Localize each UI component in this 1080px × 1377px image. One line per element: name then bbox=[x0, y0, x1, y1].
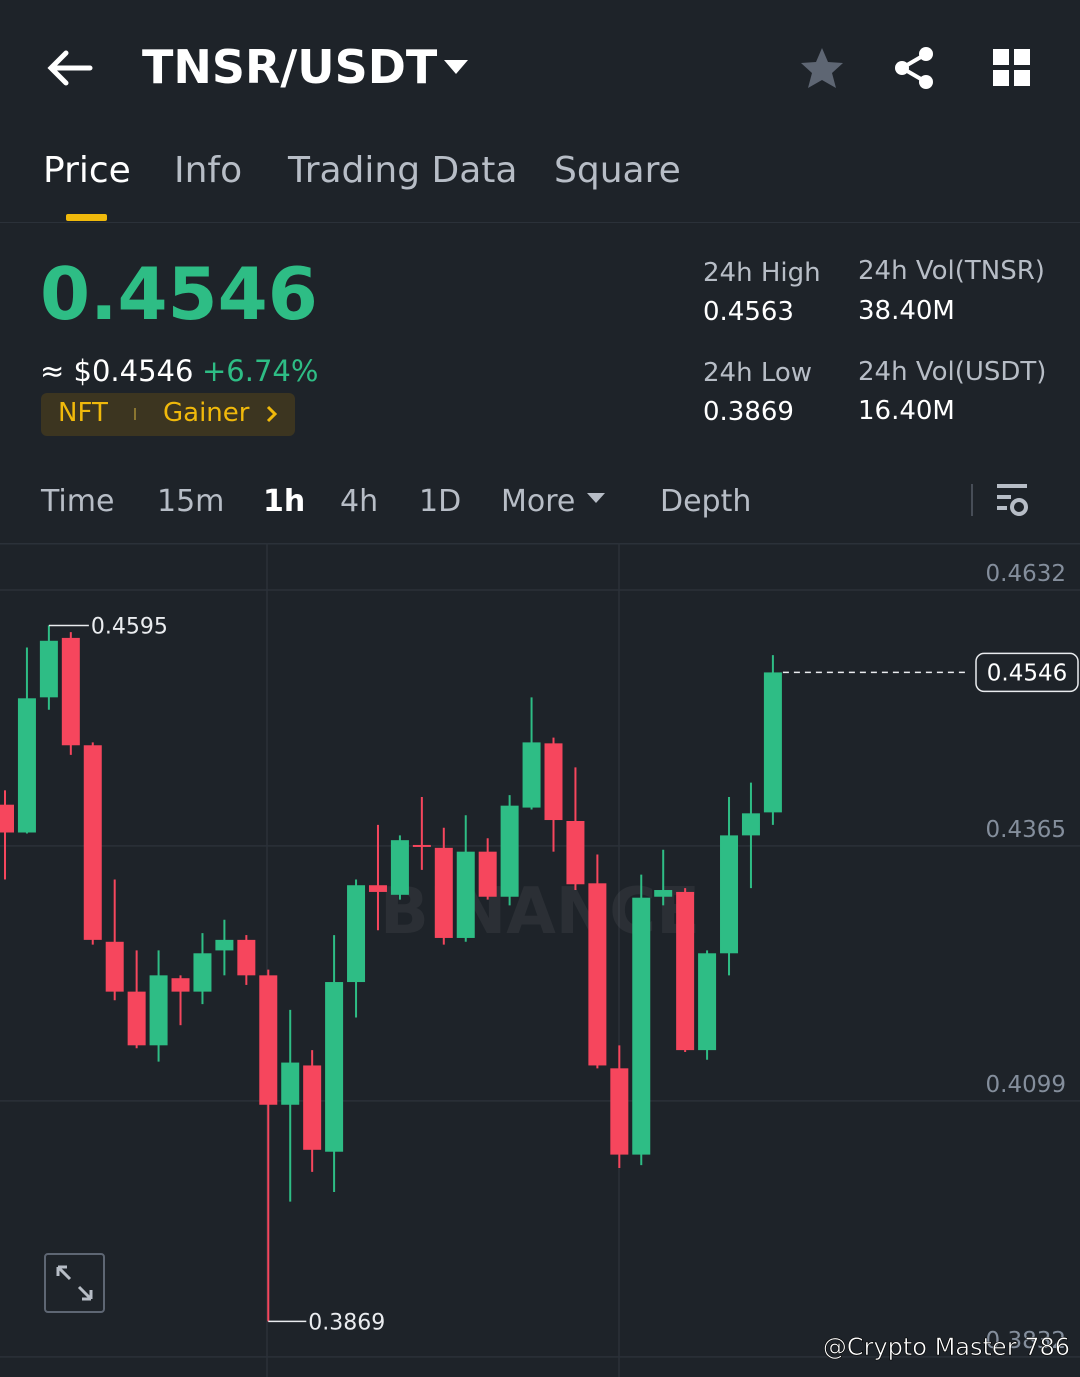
candle-body bbox=[720, 835, 739, 954]
tag-separator bbox=[134, 408, 136, 420]
interval[interactable]: 15m bbox=[157, 484, 225, 519]
candle-body bbox=[17, 698, 36, 833]
candle-body bbox=[632, 897, 651, 1155]
candle-body bbox=[368, 885, 387, 892]
candle-body bbox=[171, 978, 190, 992]
interval[interactable]: Depth bbox=[660, 484, 752, 519]
credit: @Crypto Master 786 bbox=[823, 1333, 1070, 1361]
candle-body bbox=[127, 991, 146, 1046]
candle-body bbox=[763, 672, 782, 813]
last-price: 0.4546 bbox=[40, 252, 318, 336]
candle-body bbox=[588, 883, 607, 1066]
stat-value: 0.4563 bbox=[703, 297, 794, 327]
expand-icon bbox=[56, 1265, 93, 1301]
candlestick-chart: BINANCE 0.4632 0.4365 0.4099 0.3832 0.4595 0.… bbox=[0, 543, 1080, 1377]
divider bbox=[0, 222, 1080, 223]
candle-body bbox=[83, 745, 102, 940]
y-tick-label: 0.3832 bbox=[986, 1328, 1066, 1354]
stat-value: 38.40M bbox=[858, 296, 955, 326]
y-tick-label: 0.4632 bbox=[986, 561, 1066, 587]
tag[interactable]: Gainer bbox=[163, 398, 250, 428]
pair-dropdown[interactable] bbox=[442, 58, 470, 78]
candle-body bbox=[610, 1068, 629, 1155]
tab-indicator bbox=[66, 214, 107, 221]
tab[interactable]: Info bbox=[174, 150, 243, 191]
usd-price: ≈ $0.4546 bbox=[40, 354, 194, 388]
candle-body bbox=[566, 821, 585, 885]
candle-body bbox=[303, 1065, 322, 1150]
candle-body bbox=[149, 975, 168, 1046]
stat-label: 24h Vol(USDT) bbox=[858, 357, 1047, 387]
stat-label: 24h Vol(TNSR) bbox=[858, 256, 1045, 286]
stat-label: 24h High bbox=[703, 258, 821, 288]
candle-body bbox=[325, 982, 344, 1152]
y-tick-label: 0.4099 bbox=[986, 1072, 1066, 1098]
candle-body bbox=[390, 840, 409, 895]
candle-body bbox=[0, 804, 14, 833]
divider bbox=[971, 484, 973, 516]
candle-body bbox=[478, 851, 497, 897]
stat-value: 16.40M bbox=[858, 396, 955, 426]
last-price-box bbox=[975, 652, 1079, 693]
tab[interactable]: Trading Data bbox=[288, 150, 518, 191]
candle-body bbox=[741, 813, 760, 836]
price-change: +6.74% bbox=[202, 354, 319, 388]
candle-body bbox=[259, 975, 278, 1105]
interval[interactable]: More bbox=[501, 484, 576, 519]
share-button[interactable] bbox=[892, 46, 936, 90]
candle-body bbox=[522, 742, 541, 808]
back-button[interactable] bbox=[46, 48, 94, 88]
stat-value: 0.3869 bbox=[703, 397, 794, 427]
interval[interactable]: 4h bbox=[340, 484, 379, 519]
candle-body bbox=[281, 1062, 300, 1105]
expand-button[interactable] bbox=[44, 1253, 105, 1313]
candle-body bbox=[105, 941, 124, 992]
chart-settings[interactable] bbox=[995, 482, 1031, 518]
watermark: BINANCE bbox=[380, 875, 700, 949]
candle-body bbox=[39, 640, 58, 698]
candle-body bbox=[544, 743, 563, 821]
pair-title[interactable]: TNSR/USDT bbox=[142, 40, 438, 94]
candle-body bbox=[412, 844, 431, 847]
tag[interactable]: NFT bbox=[58, 398, 108, 428]
tag-box[interactable] bbox=[41, 393, 295, 436]
candle-body bbox=[500, 805, 519, 897]
candle-body bbox=[456, 851, 475, 938]
candle-body bbox=[237, 939, 256, 976]
tab[interactable]: Square bbox=[554, 150, 681, 191]
candle-body bbox=[654, 890, 673, 897]
tag-chevron bbox=[266, 405, 278, 423]
candle-body bbox=[61, 637, 80, 746]
candle-body bbox=[347, 885, 366, 983]
interval[interactable]: Time bbox=[41, 484, 115, 519]
last-price-label: 0.4546 bbox=[987, 660, 1067, 686]
grid-menu[interactable] bbox=[992, 48, 1032, 88]
candle-body bbox=[434, 847, 453, 938]
more-dropdown[interactable] bbox=[586, 492, 606, 506]
candle-body bbox=[676, 891, 695, 1051]
candle-body bbox=[215, 939, 234, 951]
high-label: 0.4595 bbox=[91, 614, 168, 639]
interval[interactable]: 1h bbox=[263, 484, 306, 519]
interval[interactable]: 1D bbox=[419, 484, 462, 519]
favorite-star[interactable] bbox=[800, 46, 844, 90]
stat-label: 24h Low bbox=[703, 358, 813, 388]
candle-body bbox=[698, 953, 717, 1051]
low-label: 0.3869 bbox=[308, 1310, 385, 1335]
candle-body bbox=[193, 953, 212, 992]
y-tick-label: 0.4365 bbox=[986, 817, 1066, 843]
tab[interactable]: Price bbox=[43, 150, 131, 191]
